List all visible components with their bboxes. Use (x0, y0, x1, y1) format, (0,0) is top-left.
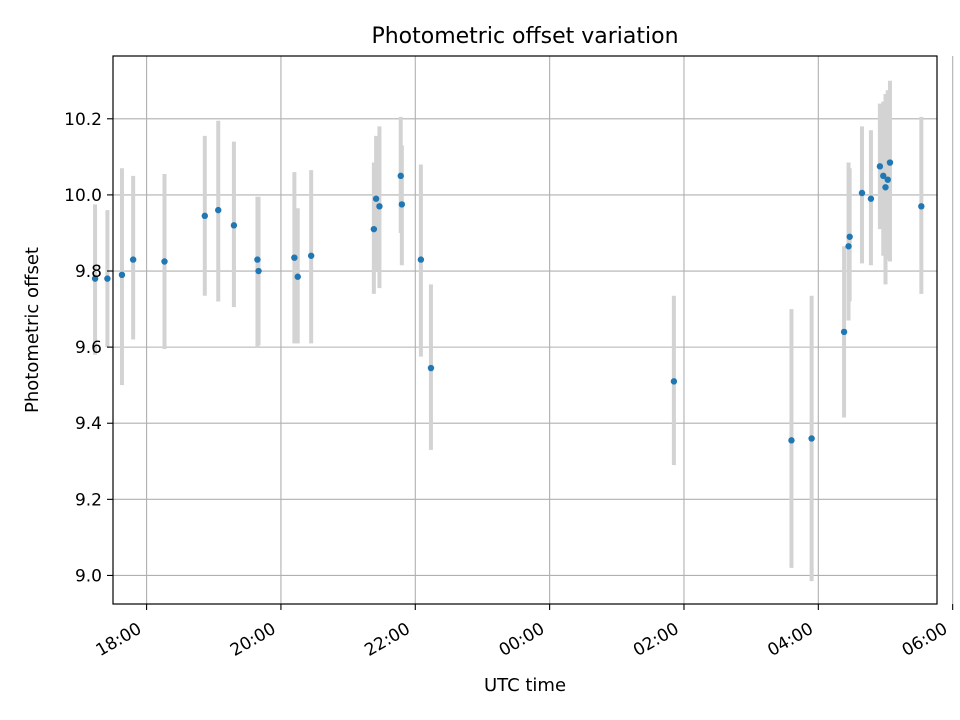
y-axis-label: Photometric offset (22, 247, 43, 413)
data-point (427, 364, 435, 372)
data-point (372, 195, 380, 202)
y-tick-label: 9.6 (75, 338, 102, 358)
y-tick-label: 10.2 (64, 110, 102, 130)
data-point (840, 328, 848, 336)
y-tick-label: 9.2 (75, 490, 102, 510)
y-tick-label: 9.0 (75, 566, 102, 586)
data-point (255, 267, 262, 275)
y-tick-label: 9.8 (75, 262, 102, 282)
data-point (808, 435, 815, 442)
data-point (880, 172, 887, 180)
data-point (886, 159, 894, 166)
data-point (867, 195, 875, 202)
x-axis-label: UTC time (484, 675, 566, 696)
data-point (215, 206, 222, 214)
data-point (846, 233, 853, 240)
data-point (876, 163, 884, 170)
chart-title: Photometric offset variation (371, 24, 678, 49)
data-point (398, 201, 406, 208)
data-point (884, 176, 891, 183)
data-point (788, 437, 795, 444)
y-tick-label: 9.4 (75, 414, 102, 434)
data-point (882, 184, 889, 191)
data-point (370, 225, 378, 233)
y-axis-ticks: 9.0 9.2 9.4 9.6 9.8 10.0 10.2 (64, 110, 113, 586)
grid (113, 56, 954, 604)
data-point (307, 252, 315, 259)
plot-frame (112, 55, 938, 605)
data-point (161, 258, 168, 265)
data-point (104, 275, 111, 282)
data-point (845, 243, 852, 250)
data-point (129, 256, 137, 263)
y-tick-label: 10.0 (64, 186, 102, 206)
data-points (91, 159, 925, 444)
data-point (254, 256, 261, 263)
data-point (670, 378, 678, 385)
data-point (118, 271, 126, 279)
data-point (230, 222, 238, 229)
data-point (918, 203, 925, 210)
data-point (201, 212, 209, 220)
data-point (291, 254, 298, 261)
data-point (397, 172, 404, 180)
data-point (858, 189, 866, 197)
data-point (294, 273, 301, 280)
data-point (417, 256, 425, 263)
data-point (91, 275, 99, 282)
data-point (376, 203, 383, 210)
